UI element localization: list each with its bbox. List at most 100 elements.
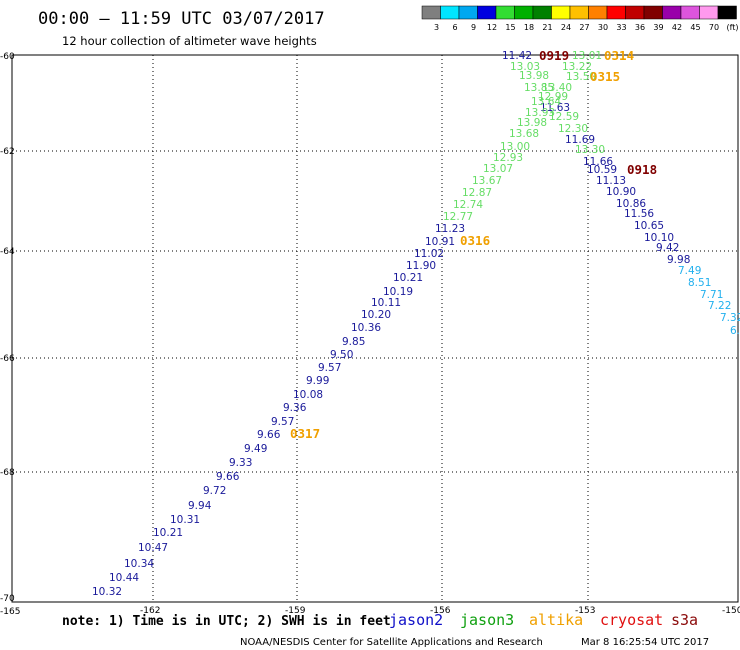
wave-height-label: 10.59 (587, 164, 617, 176)
wave-height-label: 11.69 (565, 134, 595, 146)
wave-height-label: 9.49 (244, 443, 267, 455)
wave-height-label: 10.10 (644, 232, 674, 244)
wave-height-label: 7.22 (708, 300, 731, 312)
wave-height-label: 10.36 (351, 322, 381, 334)
wave-height-label: 7.49 (678, 265, 701, 277)
lat-label: -68 (0, 468, 15, 478)
wave-height-label: 13.07 (483, 163, 513, 175)
wave-height-label: 9.98 (667, 254, 690, 266)
color-scale-label: 39 (653, 23, 663, 32)
pass-time-label: 0314 (604, 48, 634, 63)
wave-height-label: 9.85 (342, 336, 365, 348)
wave-height-label: 10.19 (383, 286, 413, 298)
color-scale-swatch (606, 5, 626, 20)
color-scale-label: 12 (487, 23, 497, 32)
wave-height-label: 10.08 (293, 389, 323, 401)
wave-height-label: 10.47 (138, 542, 168, 554)
color-scale-label: 24 (561, 23, 571, 32)
wave-height-label: 13.01 (572, 50, 602, 62)
pass-time-label: 0315 (590, 69, 620, 84)
color-scale-label: 3 (434, 23, 439, 32)
color-scale-label: 9 (471, 23, 476, 32)
wave-height-label: 11.02 (414, 248, 444, 260)
wave-height-label: 9.57 (318, 362, 341, 374)
lon-label: -162 (140, 606, 160, 616)
color-scale-swatch (717, 5, 737, 20)
wave-height-label: 9.33 (229, 457, 252, 469)
legend-entry: cryosat (600, 611, 663, 629)
wave-height-label: 12.59 (549, 111, 579, 123)
wave-height-label: 10.11 (371, 297, 401, 309)
wave-height-label: 10.90 (606, 186, 636, 198)
lon-label: -159 (285, 606, 306, 616)
wave-height-label: 9.50 (330, 349, 353, 361)
color-scale-label: 70 (709, 23, 719, 32)
wave-height-label: 13.30 (575, 144, 605, 156)
wave-height-label: 12.30 (558, 123, 588, 135)
color-scale-swatch (662, 5, 682, 20)
lat-label: -62 (0, 147, 15, 157)
wave-height-label: 11.56 (624, 208, 654, 220)
wave-height-color-scale: 3 6 9 12 15 18 21 24 27 30 33 36 39 42 45 70 (ft) (421, 5, 739, 32)
lat-label: -64 (0, 247, 15, 257)
wave-height-label: 9.99 (306, 375, 329, 387)
color-scale-label: 27 (579, 23, 589, 32)
color-scale-label: 36 (635, 23, 645, 32)
lon-label: -153 (575, 606, 595, 616)
footer-note: note: 1) Time is in UTC; 2) SWH is in fe… (62, 614, 391, 629)
legend-entry: s3a (671, 611, 698, 629)
wave-height-label: 11.23 (435, 223, 465, 235)
wave-height-label: 11.13 (596, 175, 626, 187)
wave-height-label: 11.42 (502, 50, 532, 62)
color-scale-label: 18 (524, 23, 534, 32)
color-scale-swatch (421, 5, 441, 20)
color-scale-swatch (699, 5, 719, 20)
pass-time-label: 0317 (290, 426, 320, 441)
wave-height-label: 10.91 (425, 236, 455, 248)
generated-timestamp: Mar 8 16:25:54 UTC 2017 (581, 637, 709, 648)
pass-time-label: 0316 (460, 233, 490, 248)
wave-height-label: 13.67 (472, 175, 502, 187)
wave-height-label: 8.51 (688, 277, 711, 289)
map-title: 00:00 — 11:59 UTC 03/07/2017 (38, 9, 325, 29)
satellite-legend: jason2 jason3 altika cryosat s3a (389, 611, 698, 629)
wave-height-label: 13.64 (531, 96, 561, 108)
latitude-labels: -60 -62 -64 -66 -68 -70 (0, 52, 15, 604)
pass-time-label: 0918 (627, 162, 657, 177)
lat-label: -66 (0, 354, 15, 364)
color-scale-swatch (495, 5, 515, 20)
wave-height-label: 10.21 (153, 527, 183, 539)
lon-label: -150 (722, 606, 740, 616)
wave-height-label: 7.32 (720, 312, 740, 324)
wave-height-label: 12.99 (538, 91, 568, 103)
wave-height-label: 9.57 (271, 416, 294, 428)
wave-height-label: 10.65 (634, 220, 664, 232)
color-scale-swatch (477, 5, 497, 20)
color-scale-swatch (643, 5, 663, 20)
wave-height-label: 11.90 (406, 260, 436, 272)
wave-height-label: 10.31 (170, 514, 200, 526)
color-scale-swatch (569, 5, 589, 20)
wave-height-label: 13.68 (509, 128, 539, 140)
color-scale-swatch (625, 5, 645, 20)
wave-height-label: 13.98 (517, 117, 547, 129)
wave-height-label: 12.87 (462, 187, 492, 199)
wave-height-values: 10.3210.4410.3410.4710.2110.319.949.729.… (92, 50, 740, 598)
wave-height-label: 12.77 (443, 211, 473, 223)
wave-height-label: 10.86 (616, 198, 646, 210)
wave-height-label: 9.42 (656, 242, 679, 254)
lat-lon-grid (12, 55, 738, 602)
lat-label: -70 (0, 594, 15, 604)
lon-label: -156 (430, 606, 451, 616)
color-scale-swatch (458, 5, 478, 20)
color-scale-swatch (551, 5, 571, 20)
wave-height-label: 10.34 (124, 558, 154, 570)
wave-height-label: 7.71 (700, 289, 723, 301)
color-scale-label: 30 (598, 23, 608, 32)
wave-height-label: 11.66 (583, 156, 613, 168)
wave-height-label: 9.66 (216, 471, 240, 483)
wave-height-label: 11.63 (540, 102, 570, 114)
color-scale-swatch (532, 5, 552, 20)
color-scale-swatch (514, 5, 534, 20)
lat-label: -60 (0, 52, 15, 62)
